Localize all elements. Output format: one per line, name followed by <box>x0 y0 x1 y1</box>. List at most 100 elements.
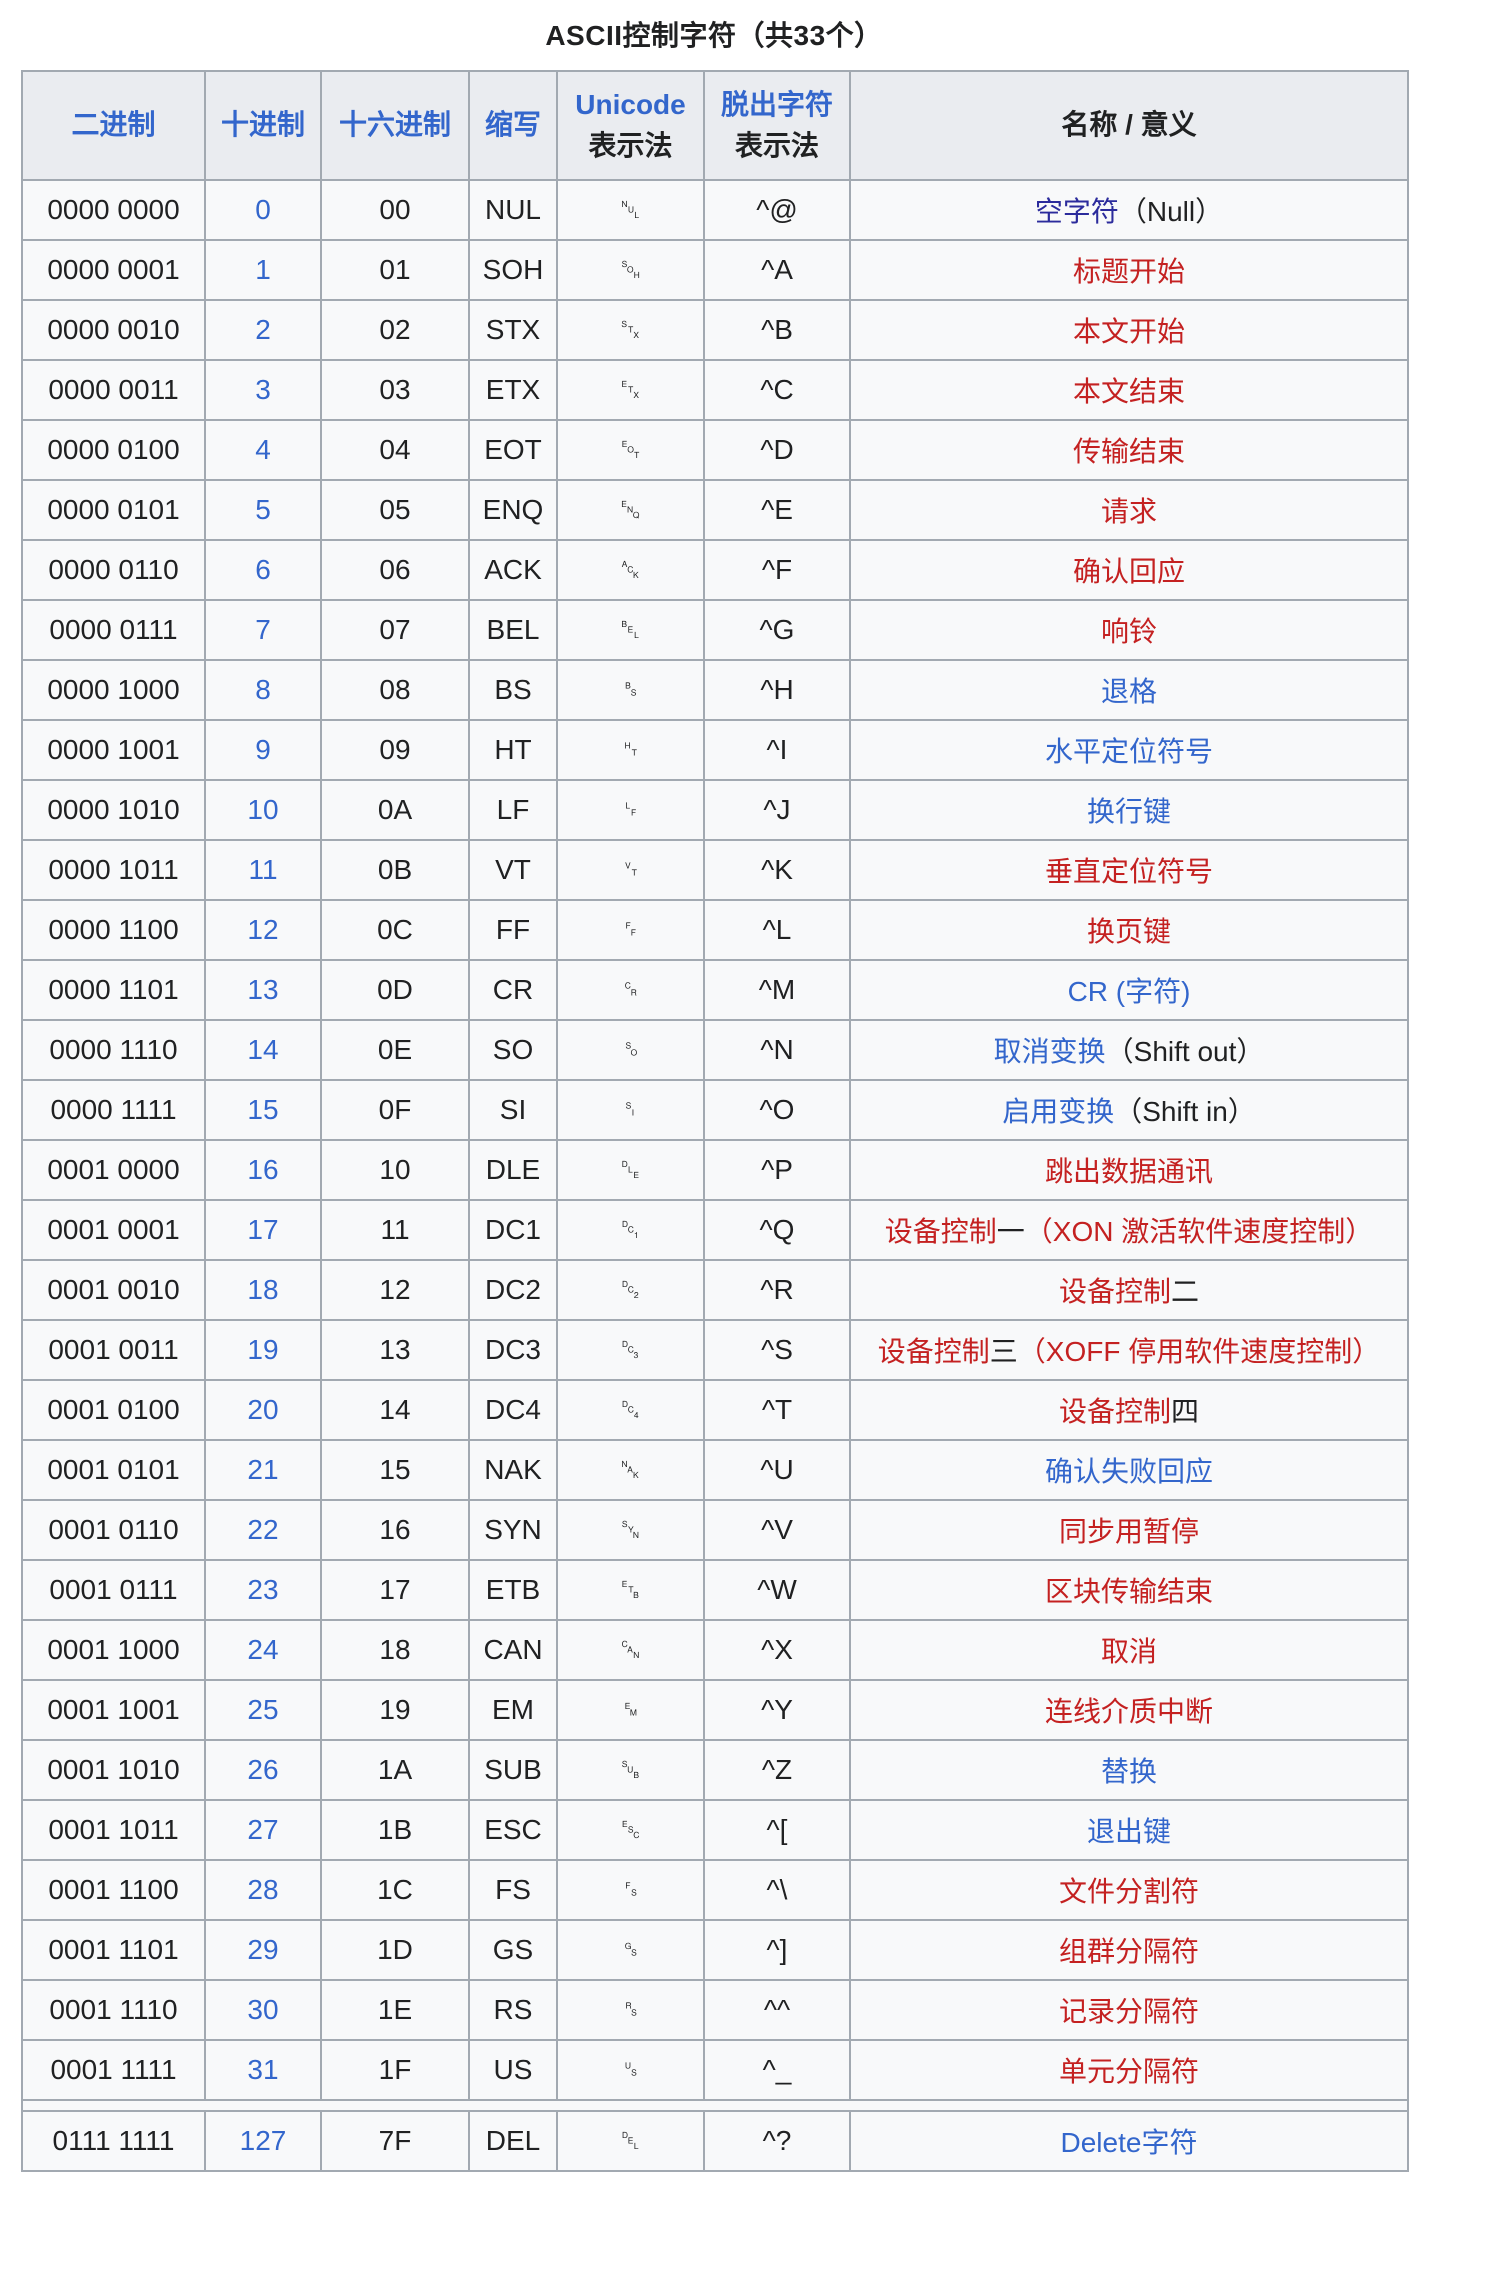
name-link[interactable]: 换行键 <box>1086 796 1171 827</box>
decimal-header-link[interactable]: 十进制 <box>220 109 305 141</box>
binary-cell-text: 0001 0110 <box>48 1514 179 1545</box>
caret-notation-cell: ^^ <box>703 1979 851 2041</box>
name-link[interactable]: 取消 <box>1100 1636 1157 1667</box>
decimal-link-cell-text[interactable]: 10 <box>247 794 279 825</box>
name-link[interactable]: 退格 <box>1100 676 1157 707</box>
binary-cell-text: 0001 1010 <box>47 1754 180 1785</box>
name-link[interactable]: 水平定位符号 <box>1044 736 1213 767</box>
decimal-link-cell-text[interactable]: 26 <box>247 1754 279 1785</box>
name-link[interactable]: 区块传输结束 <box>1044 1576 1213 1607</box>
decimal-link-cell-text[interactable]: 8 <box>255 674 271 705</box>
name-meaning-cell: 本文结束 <box>849 359 1409 421</box>
name-link[interactable]: 设备控制 <box>1058 1276 1171 1307</box>
table-row: 0000 0000 0 00 NUL ␀ ^@ 空字符（Null） <box>21 179 1409 241</box>
binary-header-link[interactable]: 二进制 <box>71 109 156 141</box>
decimal-link-cell-text[interactable]: 5 <box>255 494 271 525</box>
name-link[interactable]: 换页键 <box>1086 916 1171 947</box>
decimal-link-cell-text[interactable]: 31 <box>247 2054 279 2085</box>
name-link[interactable]: 垂直定位符号 <box>1044 856 1213 887</box>
hex-cell-text: 00 <box>379 194 411 225</box>
name-link[interactable]: 设备控制 <box>877 1336 990 1367</box>
decimal-link-cell-text[interactable]: 12 <box>247 914 279 945</box>
name-link[interactable]: 退出键 <box>1086 1816 1171 1847</box>
name-meaning-cell: 组群分隔符 <box>849 1919 1409 1981</box>
decimal-link-cell-text[interactable]: 22 <box>247 1514 279 1545</box>
name-link[interactable]: 设备控制 <box>1058 1396 1171 1427</box>
decimal-link-cell-text[interactable]: 0 <box>255 194 271 225</box>
name-link[interactable]: 本文开始 <box>1072 316 1185 347</box>
decimal-link-cell: 22 <box>204 1499 322 1561</box>
name-link[interactable]: 跳出数据通讯 <box>1044 1156 1213 1187</box>
name-link[interactable]: （XON 激活软件速度控制） <box>1024 1216 1374 1247</box>
decimal-link-cell-text[interactable]: 28 <box>247 1874 279 1905</box>
decimal-link-cell-text[interactable]: 17 <box>247 1214 279 1245</box>
decimal-link-cell-text[interactable]: 3 <box>255 374 271 405</box>
name-link[interactable]: 同步用暂停 <box>1058 1516 1199 1547</box>
name-link[interactable]: 设备控制 <box>884 1216 997 1247</box>
abbreviation-cell-text: DC3 <box>484 1334 541 1365</box>
decimal-link-cell-text[interactable]: 127 <box>239 2125 287 2156</box>
decimal-link-cell-text[interactable]: 4 <box>255 434 271 465</box>
table-title: ASCII控制字符（共33个） <box>545 20 883 51</box>
name-link[interactable]: 请求 <box>1100 496 1157 527</box>
decimal-link-cell-text[interactable]: 9 <box>255 734 271 765</box>
name-link[interactable]: 响铃 <box>1100 616 1157 647</box>
name-link[interactable]: 空字符 <box>1034 196 1119 227</box>
escape-header-link[interactable]: 脱出字符 <box>720 88 833 120</box>
decimal-link-cell: 15 <box>204 1079 322 1141</box>
decimal-link-cell-text[interactable]: 30 <box>247 1994 279 2025</box>
decimal-link-cell-text[interactable]: 6 <box>255 554 271 585</box>
unicode-header-link[interactable]: Unicode <box>575 88 686 120</box>
table-row: 0001 0110 22 16 SYN ␖ ^V 同步用暂停 <box>21 1499 1409 1561</box>
caret-notation-cell-text: ^P <box>761 1154 793 1185</box>
decimal-link-cell-text[interactable]: 29 <box>247 1934 279 1965</box>
name-link[interactable]: 传输结束 <box>1072 436 1185 467</box>
decimal-link-cell-text[interactable]: 21 <box>247 1454 279 1485</box>
abbreviation-cell-text: BEL <box>486 614 540 645</box>
decimal-link-cell-text[interactable]: 16 <box>247 1154 279 1185</box>
decimal-link-cell-text[interactable]: 23 <box>247 1574 279 1605</box>
name-link[interactable]: 标题开始 <box>1072 256 1185 287</box>
name-link[interactable]: 组群分隔符 <box>1058 1936 1199 1967</box>
decimal-link-cell-text[interactable]: 2 <box>255 314 271 345</box>
decimal-link-cell-text[interactable]: 25 <box>247 1694 279 1725</box>
caret-notation-cell: ^H <box>703 659 851 721</box>
name-link[interactable]: CR (字符) <box>1067 976 1191 1007</box>
decimal-link-cell-text[interactable]: 11 <box>248 854 278 885</box>
name-link[interactable]: 连线介质中断 <box>1044 1696 1213 1727</box>
name-link[interactable]: 文件分割符 <box>1058 1876 1199 1907</box>
decimal-link-cell-text[interactable]: 18 <box>247 1274 279 1305</box>
name-link[interactable]: 替换 <box>1100 1756 1157 1787</box>
decimal-link-cell-text[interactable]: 1 <box>255 254 271 285</box>
unicode-symbol-cell-text: ␌ <box>620 915 641 944</box>
abbr-header-link[interactable]: 缩写 <box>484 109 541 141</box>
decimal-link-cell-text[interactable]: 19 <box>247 1334 279 1365</box>
hex-header-link[interactable]: 十六进制 <box>338 109 451 141</box>
name-link[interactable]: 记录分隔符 <box>1058 1996 1199 2027</box>
abbreviation-cell-text: US <box>493 2054 533 2085</box>
name-link[interactable]: 取消变换 <box>993 1036 1106 1067</box>
decimal-link-cell-text[interactable]: 15 <box>247 1094 279 1125</box>
name-meaning-cell: 确认回应 <box>849 539 1409 601</box>
unicode-symbol-cell-text: ␅ <box>620 495 641 524</box>
decimal-link-cell-text[interactable]: 13 <box>247 974 279 1005</box>
hex-cell-text: 01 <box>379 254 411 285</box>
decimal-link-cell-text[interactable]: 7 <box>255 614 271 645</box>
name-link[interactable]: 确认失败回应 <box>1044 1456 1213 1487</box>
decimal-link-cell-text[interactable]: 27 <box>247 1814 279 1845</box>
name-link[interactable]: 启用变换 <box>1002 1096 1115 1127</box>
decimal-link-cell-text[interactable]: 14 <box>247 1034 279 1065</box>
hex-cell: 1C <box>320 1859 470 1921</box>
name-link[interactable]: 单元分隔符 <box>1058 2056 1199 2087</box>
name-link[interactable]: （XOFF 停用软件速度控制） <box>1017 1336 1381 1367</box>
name-link[interactable]: Delete字符 <box>1060 2127 1198 2158</box>
binary-cell-text: 0000 1111 <box>50 1094 177 1125</box>
name-link[interactable]: 本文结束 <box>1072 376 1185 407</box>
decimal-link-cell-text[interactable]: 20 <box>247 1394 279 1425</box>
decimal-link-cell-text[interactable]: 24 <box>247 1634 279 1665</box>
decimal-link-cell: 18 <box>204 1259 322 1321</box>
abbreviation-cell-text: SUB <box>484 1754 542 1785</box>
binary-cell-text: 0000 0100 <box>47 434 180 465</box>
name-link[interactable]: 确认回应 <box>1072 556 1185 587</box>
ascii-control-table: 二进制 十进制 十六进制 缩写 Unicode 表示法 脱出字符 表示法 <box>21 70 1409 2172</box>
